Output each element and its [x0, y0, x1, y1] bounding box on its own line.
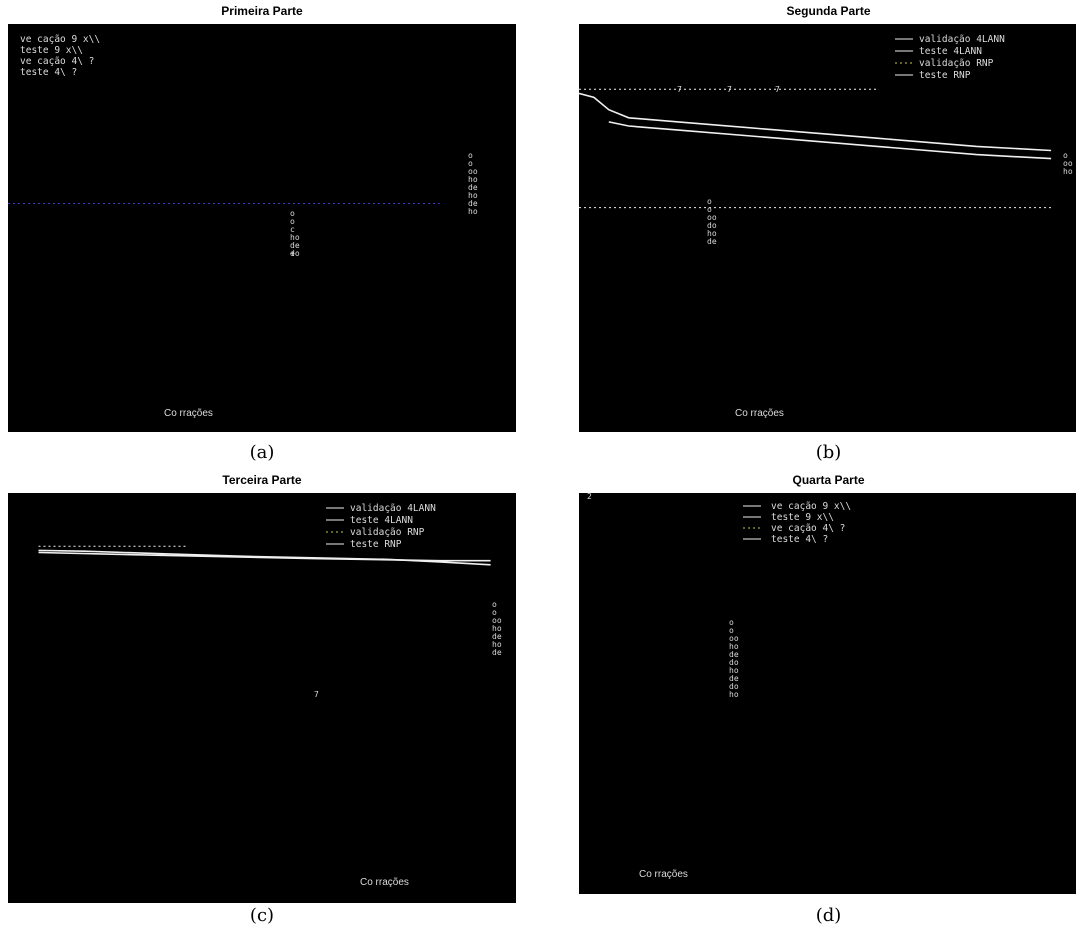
tick-label: 2 — [587, 493, 592, 501]
y-axis-text-right: o — [492, 608, 497, 617]
legend-entry: ve cação 9 x\\ — [771, 501, 851, 512]
chart-title: Terceira Parte — [222, 473, 302, 487]
legend-entry: teste 4LANN — [350, 515, 413, 526]
chart-caption: (a) — [249, 442, 275, 463]
series-line — [579, 92, 1052, 152]
y-axis-text-right: de — [492, 648, 502, 657]
y-axis-text-right: o — [1063, 151, 1068, 160]
y-axis-text-right: ho — [468, 191, 478, 200]
legend-entry: ve cação 4\ ? — [20, 56, 94, 67]
series-line — [608, 121, 1052, 160]
chart-caption: (b) — [815, 442, 842, 463]
legend-entry: teste RNP — [919, 70, 971, 81]
legend-entry: validação 4LANN — [350, 503, 436, 514]
y-axis-text: o — [729, 618, 734, 627]
y-axis-text-right: ho — [468, 175, 478, 184]
y-axis-text-right: ho — [492, 640, 502, 649]
legend-entry: teste 4LANN — [919, 46, 982, 57]
legend-entry: validação RNP — [919, 58, 994, 69]
y-axis-text: de — [707, 237, 717, 246]
y-axis-text: ho — [290, 233, 300, 242]
y-axis-text: oo — [729, 634, 739, 643]
y-axis-text-right: oo — [1063, 159, 1073, 168]
chart-plot-d: ve cação 9 x\\teste 9 x\\ve cação 4\ ?te… — [579, 493, 1076, 894]
x-axis-label: Co rrações — [639, 869, 688, 880]
series-line — [38, 549, 491, 566]
y-axis-text: ho — [729, 666, 739, 675]
plot-background — [579, 493, 1076, 894]
y-axis-text-right: o — [492, 600, 497, 609]
chart-caption: (c) — [249, 905, 275, 926]
legend-entry: validação RNP — [350, 527, 425, 538]
y-axis-text: ho — [729, 690, 739, 699]
chart-panel-a: Primeira Parte ve cação 9 x\\ teste 9 x\\… — [8, 4, 516, 470]
legend-entry: teste RNP — [350, 539, 402, 550]
legend-entry: teste 4\ ? — [20, 67, 77, 78]
y-axis-text: de — [290, 241, 300, 250]
series-line — [38, 551, 491, 562]
y-axis-text: do — [707, 221, 717, 230]
y-axis-text: do — [729, 658, 739, 667]
chart-panel-b: Segunda Parte validação 4LANN teste 4LANN… — [579, 4, 1078, 470]
chart-caption: (d) — [815, 905, 842, 926]
y-axis-text: de — [729, 674, 739, 683]
tick-label: 7 — [775, 85, 780, 94]
y-axis-text-right: oo — [468, 167, 478, 176]
chart-title: Quarta Parte — [792, 473, 865, 487]
y-axis-text: ho — [707, 229, 717, 238]
x-axis-label: Co rrações — [360, 877, 409, 888]
y-axis-text: do — [290, 249, 300, 258]
plot-background — [8, 24, 516, 432]
y-axis-text-right: oo — [492, 616, 502, 625]
y-axis-text: o — [729, 626, 734, 635]
plot-background — [8, 493, 516, 903]
chart-title: Segunda Parte — [786, 4, 871, 18]
chart-title: Primeira Parte — [221, 4, 303, 18]
y-axis-text-right: de — [468, 199, 478, 208]
y-axis-text: do — [729, 682, 739, 691]
legend-entry: ve cação 9 x\\ — [20, 34, 100, 45]
x-axis-label: Co rrações — [735, 408, 784, 419]
y-axis-text: c — [290, 225, 295, 234]
tick-label: 7 — [727, 85, 732, 94]
y-axis-text: o — [707, 197, 712, 206]
y-axis-text: o — [707, 205, 712, 214]
legend-entry: validação 4LANN — [919, 34, 1005, 45]
y-axis-text-right: ho — [1063, 167, 1073, 176]
y-axis-text: de — [729, 650, 739, 659]
tick-label: 7 — [314, 690, 319, 699]
chart-panel-c: Terceira Parte validação 4LANN teste 4LAN… — [8, 473, 516, 937]
plot-background — [579, 24, 1076, 432]
y-axis-text-right: ho — [468, 207, 478, 216]
y-axis-text-right: o — [468, 151, 473, 160]
x-axis-label: Co rrações — [164, 408, 213, 419]
legend-entry: ve cação 4\ ? — [771, 523, 845, 534]
y-axis-text: ho — [729, 642, 739, 651]
chart-plot-a: ve cação 9 x\\teste 9 x\\ve cação 4\ ?te… — [8, 24, 516, 432]
y-axis-text-right: de — [468, 183, 478, 192]
y-axis-text-right: o — [468, 159, 473, 168]
legend-entry: teste 9 x\\ — [771, 512, 834, 523]
y-axis-text: o — [290, 217, 295, 226]
legend-entry: teste 4\ ? — [771, 534, 828, 545]
y-axis-text-right: ho — [492, 624, 502, 633]
tick-label: 7 — [677, 85, 682, 94]
legend-entry: teste 9 x\\ — [20, 45, 83, 56]
tick-label: + — [290, 249, 295, 258]
y-axis-text: oo — [707, 213, 717, 222]
y-axis-text: o — [290, 209, 295, 218]
y-axis-text-right: de — [492, 632, 502, 641]
chart-panel-d: Quarta Parte ve cação 9 x\\ teste 9 x\\ ve… — [579, 473, 1078, 937]
